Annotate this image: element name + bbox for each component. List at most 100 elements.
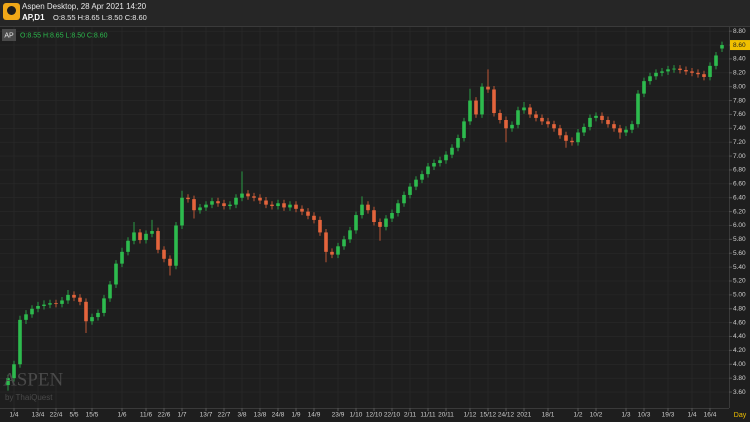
candle-body bbox=[528, 107, 532, 115]
x-tick-label: 1/4 bbox=[687, 412, 696, 419]
x-tick-label: 22/7 bbox=[218, 412, 231, 419]
candle-body bbox=[330, 251, 334, 255]
candle-body bbox=[114, 263, 118, 285]
x-tick-label: 10/2 bbox=[590, 412, 603, 419]
y-tick-label: 6.80 bbox=[733, 167, 746, 174]
candle-body bbox=[384, 218, 388, 227]
candle-body bbox=[300, 208, 304, 212]
candle-body bbox=[102, 298, 106, 313]
candle-body bbox=[162, 249, 166, 259]
last-price-label: 8.60 bbox=[733, 42, 746, 49]
symbol-badge-text: AP bbox=[4, 32, 14, 39]
x-tick-label: 5/5 bbox=[69, 412, 78, 419]
x-tick-label: 10/3 bbox=[638, 412, 651, 419]
y-tick-label: 8.40 bbox=[733, 56, 746, 63]
candle-body bbox=[18, 319, 22, 365]
candle-body bbox=[246, 193, 250, 197]
y-tick-label: 7.40 bbox=[733, 125, 746, 132]
x-tick-label: 1/6 bbox=[117, 412, 126, 419]
candle-body bbox=[252, 196, 256, 198]
y-tick-label: 7.80 bbox=[733, 97, 746, 104]
candle-body bbox=[180, 197, 184, 226]
candle-body bbox=[618, 128, 622, 133]
x-tick-label: 1/9 bbox=[291, 412, 300, 419]
candle-body bbox=[576, 132, 580, 143]
x-tick-label: 18/1 bbox=[542, 412, 555, 419]
candle-body bbox=[258, 197, 262, 201]
candle-body bbox=[450, 147, 454, 155]
y-tick-label: 7.60 bbox=[733, 111, 746, 118]
candle-body bbox=[546, 121, 550, 125]
candle-body bbox=[606, 119, 610, 125]
candle-body bbox=[480, 86, 484, 115]
candle-body bbox=[6, 378, 10, 386]
candle-body bbox=[708, 65, 712, 77]
candle-body bbox=[504, 119, 508, 129]
candle-body bbox=[438, 160, 442, 164]
candle-body bbox=[312, 215, 316, 220]
y-tick-label: 6.20 bbox=[733, 208, 746, 215]
candle-body bbox=[492, 89, 496, 114]
y-tick-label: 7.20 bbox=[733, 139, 746, 146]
y-tick-label: 4.60 bbox=[733, 319, 746, 326]
y-tick-label: 5.20 bbox=[733, 278, 746, 285]
candle-body bbox=[186, 197, 190, 200]
candle-body bbox=[294, 204, 298, 209]
candle-body bbox=[342, 239, 346, 247]
candle-body bbox=[396, 203, 400, 213]
candle-body bbox=[156, 231, 160, 250]
candle-body bbox=[54, 303, 58, 305]
candle-body bbox=[192, 199, 196, 211]
candle-body bbox=[660, 71, 664, 73]
candle-body bbox=[108, 284, 112, 299]
x-tick-label: 24/8 bbox=[272, 412, 285, 419]
header-bar bbox=[0, 0, 750, 26]
x-tick-label: 2/11 bbox=[404, 412, 417, 419]
y-tick-label: 3.60 bbox=[733, 389, 746, 396]
candle-body bbox=[564, 135, 568, 141]
candle-body bbox=[360, 204, 364, 216]
x-tick-label: 20/11 bbox=[438, 412, 454, 419]
candle-body bbox=[36, 305, 40, 309]
candle-body bbox=[318, 219, 322, 233]
x-tick-label: 1/2 bbox=[573, 412, 582, 419]
x-tick-label: 3/8 bbox=[237, 412, 246, 419]
candle-body bbox=[420, 174, 424, 180]
candle-body bbox=[222, 203, 226, 207]
candle-body bbox=[12, 364, 16, 379]
candle-body bbox=[84, 301, 88, 322]
candle-body bbox=[468, 100, 472, 122]
x-tick-label: 1/7 bbox=[177, 412, 186, 419]
y-tick-label: 8.80 bbox=[733, 28, 746, 35]
x-tick-label: 16/4 bbox=[704, 412, 717, 419]
y-tick-label: 5.80 bbox=[733, 236, 746, 243]
symbol-badge[interactable] bbox=[2, 29, 16, 41]
header-ohlc: O:8.55 H:8.65 L:8.50 C:8.60 bbox=[53, 13, 147, 22]
candle-body bbox=[432, 163, 436, 167]
symbol: AP,D1 bbox=[22, 13, 45, 22]
y-tick-label: 6.40 bbox=[733, 194, 746, 201]
x-tick-label: 19/3 bbox=[662, 412, 675, 419]
x-tick-label: 22/10 bbox=[384, 412, 401, 419]
candle-body bbox=[306, 211, 310, 216]
candle-body bbox=[96, 312, 100, 318]
candle-body bbox=[132, 232, 136, 241]
candle-body bbox=[408, 186, 412, 195]
y-tick-label: 4.40 bbox=[733, 333, 746, 340]
x-tick-label: 1/4 bbox=[9, 412, 18, 419]
x-tick-label: 1/3 bbox=[621, 412, 630, 419]
candle-body bbox=[126, 240, 130, 252]
y-tick-label: 7.00 bbox=[733, 153, 746, 160]
candle-body bbox=[690, 71, 694, 73]
y-tick-label: 8.00 bbox=[733, 83, 746, 90]
x-tick-label: 14/9 bbox=[308, 412, 321, 419]
candle-body bbox=[636, 93, 640, 125]
candle-body bbox=[600, 115, 604, 120]
x-tick-label: 13/7 bbox=[200, 412, 213, 419]
x-tick-label: 22/4 bbox=[50, 412, 63, 419]
candle-body bbox=[612, 124, 616, 129]
candle-body bbox=[198, 207, 202, 211]
period-label[interactable]: Day bbox=[734, 412, 747, 419]
y-tick-label: 3.80 bbox=[733, 375, 746, 382]
